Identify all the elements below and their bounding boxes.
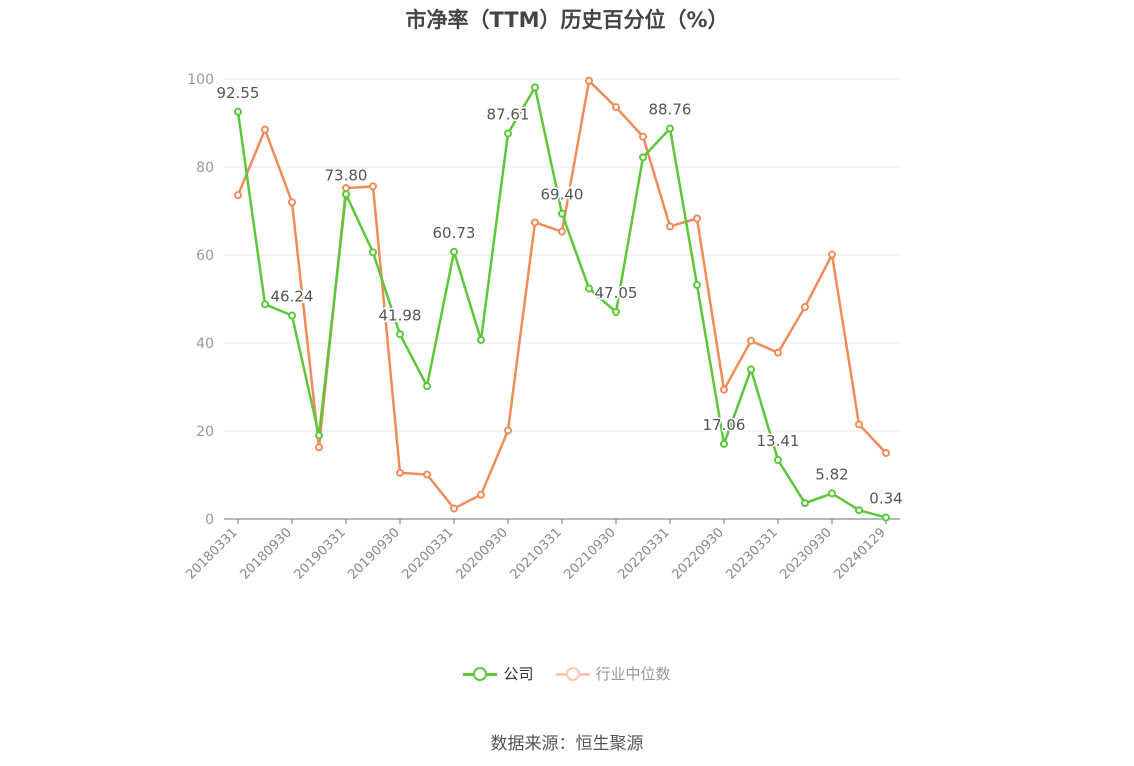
data-point-industry-median (342, 184, 350, 193)
legend-swatch-industry-median (555, 666, 590, 681)
data-point-company (882, 513, 890, 522)
y-tick-label: 100 (187, 72, 214, 88)
legend-label-industry-median: 行业中位数 (595, 665, 671, 683)
x-tick-label: 20230930 (777, 525, 834, 582)
data-point-company (477, 335, 485, 344)
data-point-company (720, 439, 728, 448)
data-point-company (693, 280, 701, 289)
data-point-company (450, 247, 458, 256)
data-point-industry-median (801, 302, 809, 311)
data-point-industry-median (369, 182, 377, 191)
data-point-company (369, 248, 377, 257)
data-point-industry-median (477, 490, 485, 499)
data-label: 46.24 (271, 288, 314, 306)
y-tick-label: 40 (196, 336, 214, 352)
data-label: 5.82 (815, 465, 848, 483)
data-label: 88.76 (649, 100, 692, 118)
x-tick-label: 20190930 (345, 525, 402, 582)
data-point-company (855, 506, 863, 515)
x-tick-label: 20210331 (507, 525, 564, 582)
data-point-industry-median (747, 336, 755, 345)
data-point-company (315, 431, 323, 440)
data-point-industry-median (882, 449, 890, 457)
data-point-company (423, 382, 431, 391)
x-tick-label: 20220331 (615, 525, 672, 582)
data-source: 数据来源：恒生聚源 (490, 734, 644, 754)
data-label: 41.98 (379, 306, 422, 324)
data-point-company (234, 107, 242, 116)
data-point-industry-median (666, 222, 674, 231)
data-label: 17.06 (703, 416, 746, 434)
x-tick-label: 20200331 (399, 525, 456, 582)
data-point-company (774, 455, 782, 464)
legend-label-company: 公司 (503, 665, 534, 683)
data-point-industry-median (423, 470, 431, 479)
x-tick-label: 20180331 (183, 525, 240, 582)
data-point-industry-median (234, 191, 242, 200)
data-point-company (342, 190, 350, 199)
data-point-company (801, 499, 809, 508)
data-label: 47.05 (595, 284, 638, 302)
data-point-industry-median (774, 348, 782, 357)
legend: 公司 行业中位数 (0, 663, 1134, 684)
data-point-industry-median (315, 443, 323, 452)
data-point-industry-median (720, 385, 728, 394)
x-tick-label: 20190331 (291, 525, 348, 582)
data-label: 60.73 (433, 224, 476, 242)
data-label: 92.55 (217, 84, 260, 102)
data-point-industry-median (558, 227, 566, 236)
data-point-company (288, 311, 296, 320)
data-label: 69.40 (541, 186, 584, 204)
legend-item-company[interactable]: 公司 (463, 663, 534, 684)
y-tick-label: 80 (196, 160, 214, 176)
data-label: 73.80 (325, 166, 368, 184)
data-point-company (828, 489, 836, 498)
data-point-company (261, 300, 269, 309)
data-point-industry-median (828, 250, 836, 259)
data-label: 87.61 (487, 106, 530, 124)
data-point-company (504, 129, 512, 138)
y-tick-label: 0 (205, 512, 214, 528)
y-tick-label: 60 (196, 248, 214, 264)
legend-item-industry-median[interactable]: 行业中位数 (555, 663, 671, 684)
data-point-industry-median (450, 504, 458, 513)
data-point-industry-median (531, 218, 539, 227)
x-tick-label: 20210930 (561, 525, 618, 582)
data-point-company (639, 153, 647, 162)
data-label: 0.34 (869, 490, 902, 508)
x-tick-label: 20200930 (453, 525, 510, 582)
x-tick-label: 20230331 (723, 525, 780, 582)
data-label: 13.41 (757, 432, 800, 450)
y-tick-label: 20 (196, 424, 214, 440)
data-point-industry-median (288, 198, 296, 207)
data-point-industry-median (693, 214, 701, 223)
data-point-company (612, 307, 620, 316)
data-point-company (558, 209, 566, 218)
data-point-company (666, 124, 674, 133)
data-point-industry-median (261, 125, 269, 134)
data-point-industry-median (585, 76, 593, 85)
legend-swatch-company (463, 666, 498, 681)
chart-title: 市净率（TTM）历史百分位（%） (405, 8, 729, 32)
data-point-company (396, 330, 404, 339)
data-point-industry-median (612, 103, 620, 112)
x-tick-label: 20180930 (237, 525, 294, 582)
data-point-company (531, 83, 539, 92)
x-tick-label: 20220930 (669, 525, 726, 582)
data-point-industry-median (855, 420, 863, 429)
data-point-industry-median (639, 132, 647, 141)
data-point-industry-median (504, 426, 512, 435)
data-point-industry-median (396, 468, 404, 477)
data-point-company (585, 284, 593, 293)
x-tick-label: 20240129 (831, 525, 888, 582)
data-point-company (747, 365, 755, 374)
